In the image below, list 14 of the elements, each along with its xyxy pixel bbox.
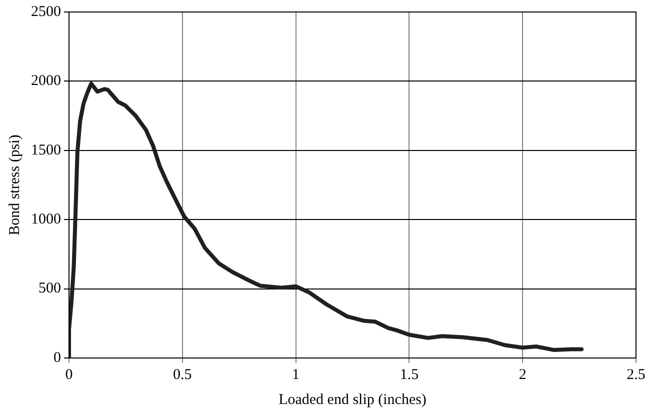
y-tick-label: 1000: [31, 212, 61, 228]
y-tick-label: 2500: [31, 4, 61, 20]
x-tick-label: 0: [65, 366, 73, 383]
x-tick-label: 2: [518, 366, 526, 383]
x-tick-label: 1: [292, 366, 300, 383]
y-tick-label: 500: [38, 280, 61, 297]
y-tick-label: 0: [54, 350, 61, 366]
x-tick-label: 2.5: [626, 366, 646, 383]
x-axis-title: Loaded end slip (inches): [278, 392, 426, 408]
x-tick-label: 0.5: [173, 366, 192, 383]
y-axis-title: Bond stress (psi): [6, 134, 23, 236]
y-tick-label: 1500: [31, 142, 61, 158]
x-tick-label: 1.5: [400, 366, 419, 383]
y-tick-label: 2000: [31, 73, 61, 90]
